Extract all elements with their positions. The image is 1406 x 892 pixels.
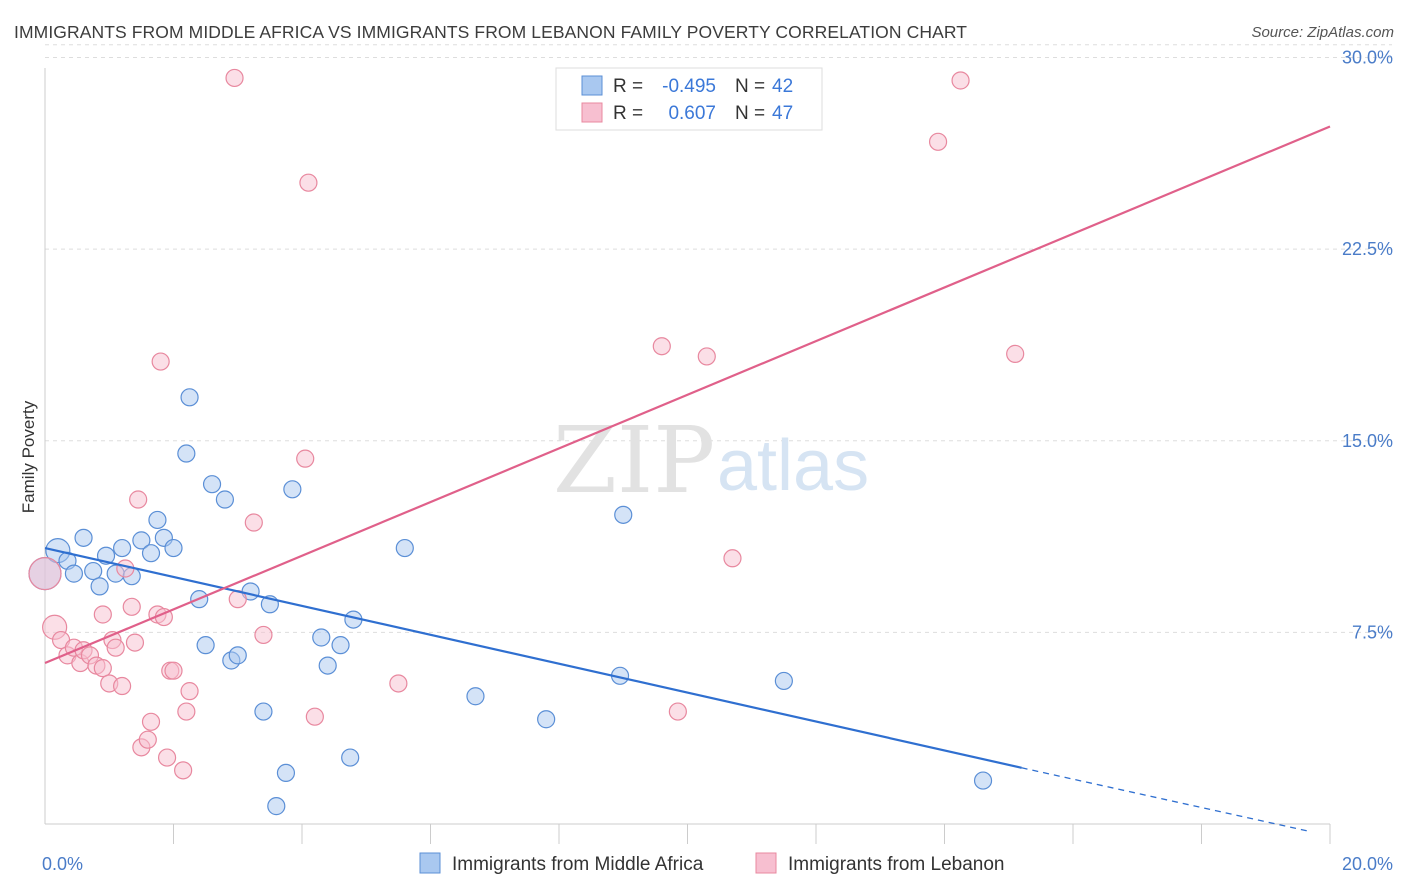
point-lebanon-37: [305, 707, 324, 726]
point-lebanon-44: [951, 71, 970, 90]
watermark-zip: ZIP: [553, 407, 715, 514]
trendline-middle-africa: [44, 546, 1022, 769]
trendline-middle-africa-extension: [1021, 767, 1311, 833]
bottom-legend-label-pink: Immigrants from Lebanon: [788, 854, 1005, 875]
point-middle-africa-33: [341, 748, 360, 767]
point-middle-africa-37: [537, 710, 556, 729]
point-middle-africa-30: [312, 628, 331, 647]
legend-swatch-pink: [581, 102, 603, 123]
x-tick-label-0: 0.0%: [42, 854, 83, 874]
point-middle-africa-21: [215, 490, 234, 509]
point-lebanon-14: [112, 676, 132, 696]
point-lebanon-17: [125, 633, 145, 652]
point-lebanon-35: [299, 173, 318, 192]
y-axis-title: Family Poverty: [19, 400, 38, 513]
point-middle-africa-28: [276, 763, 296, 783]
point-lebanon-27: [164, 661, 183, 680]
point-lebanon-40: [668, 702, 687, 721]
legend-n-value-blue: 42: [772, 76, 793, 97]
point-lebanon-0: [28, 557, 62, 591]
point-lebanon-20: [138, 730, 157, 749]
point-middle-africa-20: [202, 475, 222, 494]
point-lebanon-29: [177, 702, 196, 721]
point-lebanon-42: [723, 549, 742, 568]
point-middle-africa-15: [164, 538, 183, 558]
point-middle-africa-3: [64, 564, 84, 583]
point-middle-africa-6: [90, 577, 109, 596]
point-middle-africa-13: [148, 510, 167, 530]
point-lebanon-38: [389, 674, 408, 693]
point-middle-africa-32: [331, 636, 350, 655]
point-lebanon-9: [93, 659, 112, 678]
chart-source: Source: ZipAtlas.com: [1251, 24, 1394, 41]
watermark-atlas: atlas: [717, 426, 869, 506]
point-lebanon-10: [93, 605, 112, 624]
point-middle-africa-5: [84, 561, 103, 581]
point-lebanon-43: [928, 132, 948, 151]
point-middle-africa-11: [132, 531, 151, 550]
point-lebanon-31: [225, 68, 244, 88]
point-middle-africa-35: [395, 538, 414, 558]
point-lebanon-34: [254, 625, 273, 645]
point-middle-africa-36: [466, 687, 485, 706]
point-middle-africa-16: [180, 388, 199, 407]
grid-lines: [45, 44, 1392, 633]
bottom-legend-swatch-pink: [755, 852, 777, 874]
point-middle-africa-17: [177, 444, 196, 463]
legend-r-label-blue: R =: [613, 76, 643, 97]
point-middle-africa-27: [267, 797, 286, 816]
point-lebanon-36: [296, 449, 315, 468]
legend-r-label-pink: R =: [613, 103, 643, 124]
point-lebanon-23: [151, 352, 170, 371]
point-middle-africa-12: [141, 544, 161, 563]
point-middle-africa-19: [196, 636, 215, 655]
point-lebanon-30: [180, 682, 199, 701]
y-tick-label-0: 7.5%: [1352, 622, 1393, 642]
watermark: ZIP atlas: [553, 407, 869, 514]
legend-n-label-blue: N =: [735, 76, 765, 97]
chart-title: IMMIGRANTS FROM MIDDLE AFRICA VS IMMIGRA…: [14, 22, 968, 42]
point-lebanon-33: [244, 513, 263, 532]
point-middle-africa-29: [283, 480, 302, 499]
legend-n-label-pink: N =: [735, 103, 765, 124]
legend-swatch-blue: [581, 75, 603, 96]
point-lebanon-45: [1006, 344, 1025, 363]
point-lebanon-13: [106, 638, 125, 657]
bottom-legend-label-blue: Immigrants from Middle Africa: [452, 854, 704, 875]
point-lebanon-41: [697, 347, 716, 366]
y-tick-label-3: 30.0%: [1342, 48, 1393, 68]
point-middle-africa-40: [774, 671, 793, 691]
point-lebanon-25: [157, 748, 177, 767]
point-lebanon-39: [652, 337, 671, 356]
legend-r-value-pink: 0.607: [668, 103, 716, 124]
bottom-legend-swatch-blue: [419, 852, 441, 874]
y-tick-label-1: 15.0%: [1342, 431, 1393, 451]
axes: 7.5% 15.0% 22.5% 30.0% 0.0% 20.0%: [42, 48, 1393, 875]
point-middle-africa-31: [318, 656, 337, 675]
point-middle-africa-9: [112, 538, 132, 558]
data-points: [28, 68, 1025, 816]
point-middle-africa-39: [614, 505, 633, 524]
point-middle-africa-41: [973, 771, 993, 790]
y-tick-label-2: 22.5%: [1342, 239, 1393, 259]
trendline-lebanon: [44, 125, 1331, 665]
top-legend: R = -0.495 N = 42 R = 0.607 N = 47: [555, 67, 823, 131]
legend-r-value-blue: -0.495: [662, 76, 716, 97]
point-middle-africa-25: [254, 702, 273, 721]
point-lebanon-28: [174, 761, 193, 780]
point-middle-africa-4: [74, 528, 93, 547]
legend-n-value-pink: 47: [772, 103, 793, 124]
x-tick-label-1: 20.0%: [1342, 854, 1393, 874]
point-lebanon-18: [129, 490, 148, 509]
bottom-legend: Immigrants from Middle Africa Immigrants…: [419, 852, 1005, 875]
point-lebanon-21: [141, 712, 161, 731]
point-lebanon-16: [122, 597, 141, 616]
trend-lines: [44, 125, 1331, 833]
point-middle-africa-23: [228, 646, 247, 665]
